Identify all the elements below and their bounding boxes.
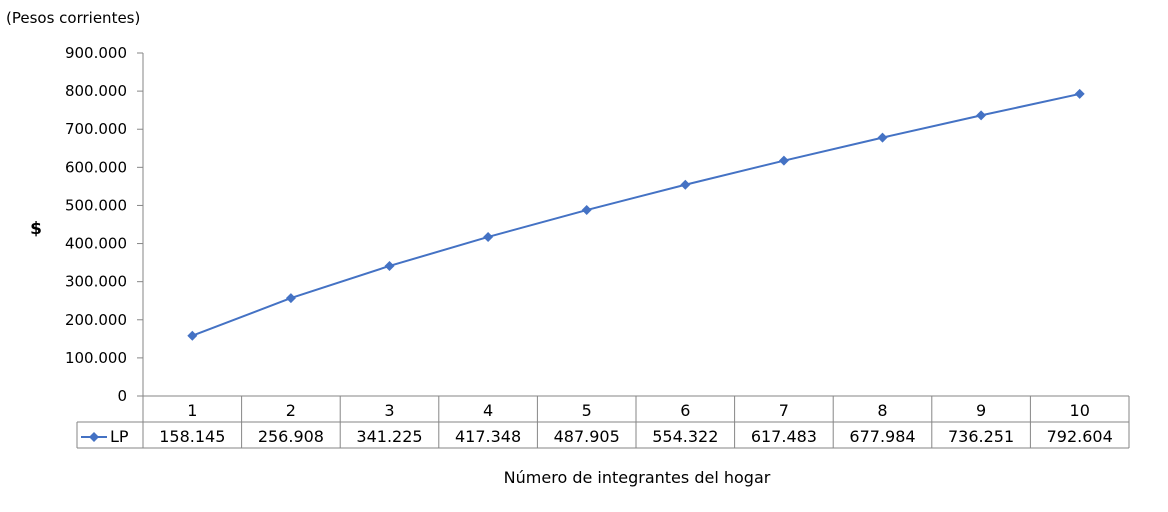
data-point [778,155,789,166]
data-point [1074,88,1085,99]
table-value-cell: 736.251 [948,427,1014,446]
x-tick-label: 6 [680,401,690,420]
y-tick-label: 300.000 [65,273,127,291]
x-tick-label: 5 [582,401,592,420]
data-point [384,260,395,271]
x-tick-label: 8 [877,401,887,420]
table-value-cell: 158.145 [159,427,225,446]
x-tick-label: 10 [1070,401,1090,420]
y-tick-label: 800.000 [65,82,127,100]
x-tick-label: 3 [384,401,394,420]
legend-label: LP [110,427,129,446]
data-point [976,110,987,121]
y-tick-label: 100.000 [65,349,127,367]
y-axis-label: $ [30,219,42,239]
y-ticks: 0 100.000 200.000 300.000 400.000 500.000 600.… [65,44,143,405]
x-tick-label: 4 [483,401,493,420]
data-point [483,231,494,242]
table-value-cell: 256.908 [258,427,324,446]
series-line [191,92,1080,337]
table-value-cell: 341.225 [356,427,422,446]
data-point [877,132,888,143]
data-point [285,293,296,304]
table-value-cell: 554.322 [652,427,718,446]
y-tick-label: 900.000 [65,44,127,62]
y-tick-label: 700.000 [65,120,127,138]
x-axis-label: Número de integrantes del hogar [504,468,771,487]
table-value-cell: 792.604 [1047,427,1113,446]
y-tick-label: 500.000 [65,196,127,214]
x-tick-label: 7 [779,401,789,420]
table-value-cell: 417.348 [455,427,521,446]
data-table: 1 2 3 4 5 6 7 8 9 10 LP 158.145 256.908 341.225 417.34… [76,395,1130,449]
table-value-cell: 677.984 [849,427,915,446]
x-tick-label: 2 [286,401,296,420]
series-group [187,88,1085,341]
x-tick-label: 1 [187,401,197,420]
x-tick-label: 9 [976,401,986,420]
table-value-cell: 487.905 [554,427,620,446]
data-point [187,330,198,341]
data-point [680,179,691,190]
y-tick-label: 0 [117,387,127,405]
y-tick-label: 600.000 [65,158,127,176]
data-point [581,205,592,216]
legend-marker [89,432,99,442]
table-value-cell: 617.483 [751,427,817,446]
y-tick-label: 200.000 [65,311,127,329]
y-tick-label: 400.000 [65,235,127,253]
units-note: (Pesos corrientes) [6,9,140,27]
